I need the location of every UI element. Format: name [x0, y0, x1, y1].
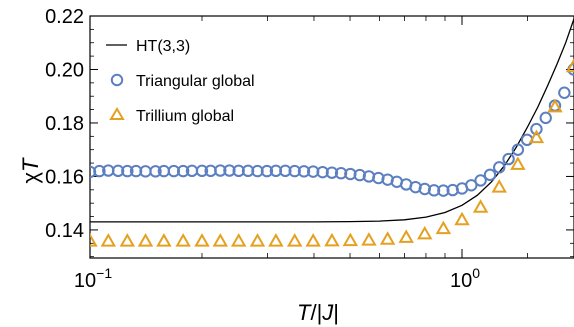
trillium-point — [137, 233, 154, 247]
legend-label-trillium: Trillium global — [136, 108, 234, 125]
legend-marker-triangular — [110, 73, 124, 87]
trillium-point — [435, 220, 452, 235]
x-tick-label: 100 — [450, 265, 480, 292]
trillium-point — [212, 233, 229, 247]
triangular-point — [176, 164, 190, 178]
triangular-point — [334, 167, 348, 180]
trillium-point — [305, 233, 321, 247]
trillium-point — [472, 199, 489, 213]
trillium-point — [417, 225, 433, 240]
legend: HT(3,3) Triangular global Trillium globa… — [106, 38, 255, 125]
legend-marker-trillium — [109, 107, 125, 120]
triangular-point — [260, 164, 274, 178]
plot-frame — [89, 15, 574, 259]
y-tick-label: 0.18 — [45, 113, 84, 135]
plot-border — [89, 15, 574, 259]
trillium-point — [90, 233, 98, 247]
trillium-point — [361, 232, 377, 246]
legend-label-triangular: Triangular global — [136, 73, 255, 90]
y-tick-label: 0.22 — [45, 6, 84, 28]
x-axis-title-bar: | — [333, 300, 339, 325]
trillium-point — [379, 231, 396, 245]
triangular-point — [195, 164, 209, 178]
x-axis-title-J: J — [321, 300, 334, 325]
y-axis-title: χT — [18, 157, 43, 184]
trillium-point — [230, 233, 247, 247]
triangular-point — [93, 164, 106, 178]
triangular-point — [427, 184, 441, 197]
triangular-point — [483, 168, 497, 182]
y-tick-label: 0.16 — [45, 166, 84, 188]
x-tick-label: 10−1 — [74, 265, 112, 292]
y-tick-label: 0.20 — [45, 59, 84, 81]
trillium-point — [342, 232, 359, 247]
trillium-point — [249, 233, 266, 247]
trillium-point — [510, 156, 526, 170]
triangular-point — [474, 174, 487, 187]
x-axis-title-slash: /| — [310, 300, 322, 325]
trillium-point — [286, 233, 303, 247]
trillium-point — [268, 233, 284, 247]
triangular-point — [539, 111, 552, 125]
triangular-point — [223, 164, 236, 177]
trillium-point — [398, 229, 414, 243]
trillium-point — [100, 233, 117, 247]
trillium-point — [491, 179, 507, 193]
series-layer — [90, 18, 574, 247]
trillium-point — [454, 211, 470, 226]
x-axis-title-T: T — [297, 300, 312, 325]
triangular-point — [511, 143, 525, 156]
triangular-point — [232, 164, 245, 178]
trillium-point — [547, 98, 563, 113]
tick-labels: 0.14 0.16 0.18 0.20 0.22 10−1 100 — [45, 6, 480, 292]
triangular-point — [530, 122, 543, 136]
triangular-point — [111, 164, 125, 178]
triangular-point — [465, 179, 478, 192]
triangular-point — [353, 168, 366, 182]
series-group — [90, 18, 574, 247]
triangular-point — [214, 164, 227, 177]
series-line-ht — [90, 18, 574, 223]
trillium-point — [119, 233, 136, 247]
triangular-point — [502, 152, 515, 166]
y-tick-label: 0.14 — [45, 220, 84, 242]
triangular-point — [279, 164, 292, 178]
triangular-point — [558, 86, 571, 99]
y-axis-title-T: T — [18, 157, 43, 172]
legend-label-ht: HT(3,3) — [136, 38, 190, 55]
triangular-point — [316, 165, 329, 179]
trillium-point — [175, 233, 191, 247]
triangular-point — [325, 166, 339, 179]
y-axis-title-chi: χ — [18, 172, 43, 184]
triangular-point — [167, 164, 181, 178]
triangular-point — [437, 184, 450, 197]
x-axis-title: T/|J| — [297, 300, 339, 325]
triangular-point — [493, 161, 506, 174]
trillium-point — [324, 232, 340, 247]
trillium-point — [156, 233, 172, 247]
trillium-point — [528, 129, 545, 144]
trillium-point — [194, 233, 210, 247]
triangular-point — [121, 164, 134, 178]
triangular-point — [297, 165, 311, 178]
triangular-point — [288, 164, 301, 178]
triangular-point — [149, 165, 162, 178]
